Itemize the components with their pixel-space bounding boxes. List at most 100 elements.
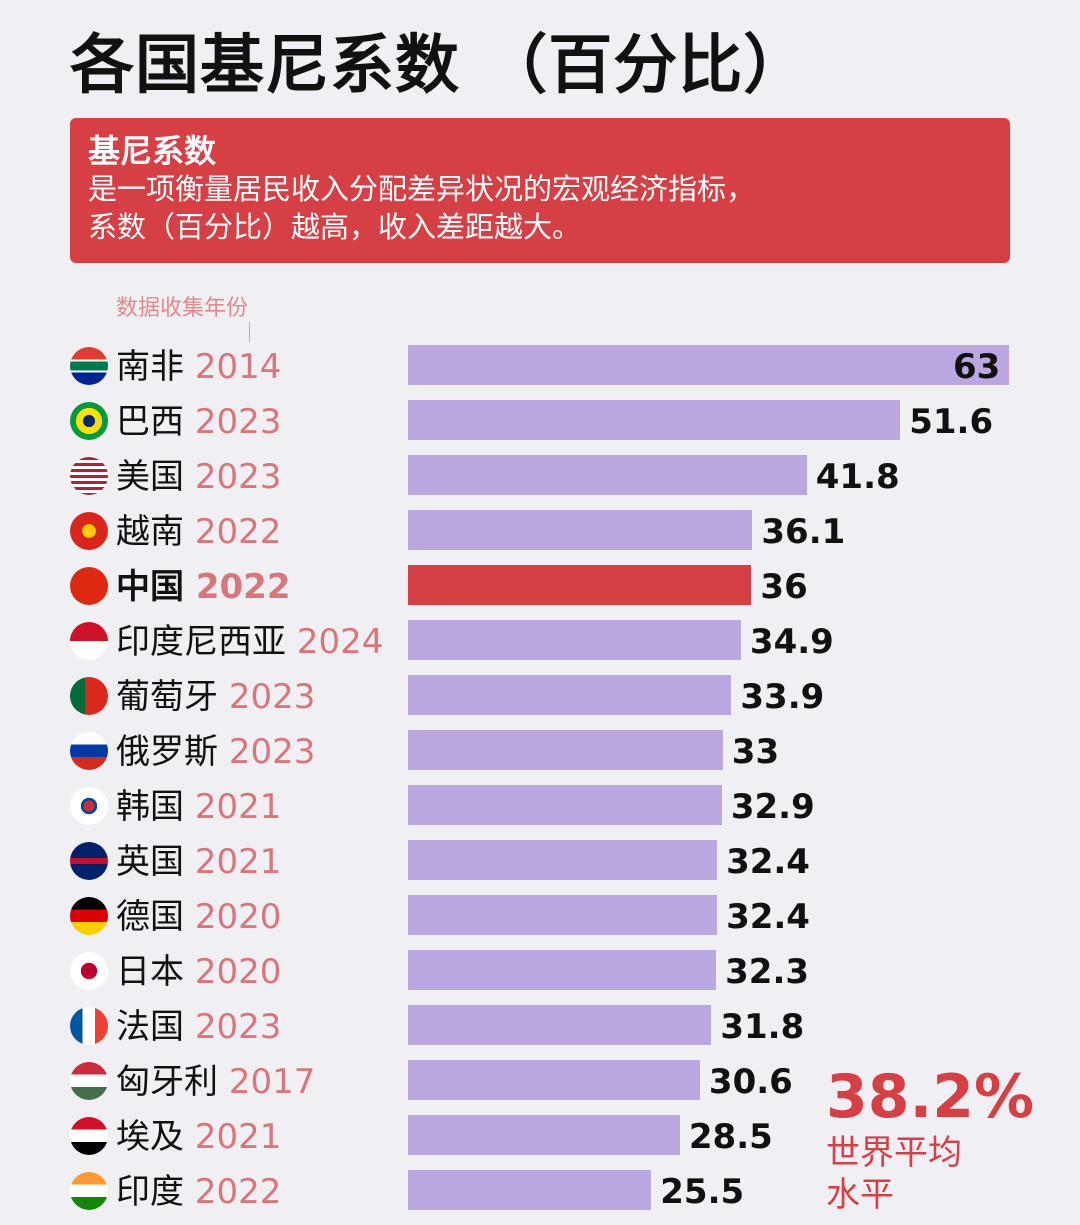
chart-row: 南非 2014 63	[0, 345, 1080, 400]
chart-row: 埃及 2021 28.5	[0, 1115, 1080, 1170]
chart-row: 匈牙利 2017 30.6	[0, 1060, 1080, 1115]
page-title: 各国基尼系数 （百分比）	[70, 29, 809, 103]
bar	[408, 675, 732, 715]
bar	[408, 1170, 652, 1210]
country-name: 匈牙利	[116, 1062, 229, 1102]
data-year: 2024	[296, 622, 384, 662]
vn-flag-icon	[70, 512, 108, 550]
country-label: 匈牙利 2017	[116, 1060, 315, 1104]
de-flag-icon	[70, 897, 108, 935]
average-value: 38.2%	[826, 1062, 1035, 1132]
data-year: 2023	[194, 457, 282, 497]
value-label: 63	[953, 347, 1001, 387]
info-line-2: 系数（百分比）越高，收入差距越大。	[88, 210, 582, 244]
us-flag-icon	[70, 457, 108, 495]
chart-row: 俄罗斯 2023 33	[0, 730, 1080, 785]
bar	[408, 730, 723, 770]
country-name: 德国	[116, 897, 195, 937]
value-label: 25.5	[660, 1172, 745, 1212]
chart-row: 日本 2020 32.3	[0, 950, 1080, 1005]
bar	[408, 510, 753, 550]
value-label: 33	[731, 732, 780, 772]
country-name: 美国	[116, 457, 195, 497]
country-label: 韩国 2021	[116, 785, 281, 829]
value-label: 32.9	[730, 787, 815, 827]
info-line-1: 是一项衡量居民收入分配差异状况的宏观经济指标，	[88, 172, 756, 206]
country-name: 法国	[116, 1007, 195, 1047]
data-year: 2023	[228, 677, 316, 717]
eg-flag-icon	[70, 1117, 108, 1155]
za-flag-icon	[70, 347, 108, 385]
bar	[408, 785, 722, 825]
data-year: 2022	[195, 567, 291, 607]
chart-row: 印度 2022 25.5	[0, 1170, 1080, 1225]
bar	[408, 1005, 712, 1045]
data-year: 2023	[194, 1007, 282, 1047]
value-label: 30.6	[708, 1062, 793, 1102]
chart-row: 法国 2023 31.8	[0, 1005, 1080, 1060]
bar	[408, 950, 717, 990]
data-year: 2020	[194, 952, 282, 992]
data-year: 2021	[194, 787, 282, 827]
country-label: 葡萄牙 2023	[116, 675, 315, 719]
country-name: 埃及	[116, 1117, 195, 1157]
value-label: 36.1	[761, 512, 846, 552]
chart-row: 韩国 2021 32.9	[0, 785, 1080, 840]
value-label: 32.4	[726, 842, 810, 882]
bar	[408, 1060, 700, 1100]
chart-row: 葡萄牙 2023 33.9	[0, 675, 1080, 730]
value-label: 28.5	[688, 1117, 773, 1157]
country-name: 葡萄牙	[116, 677, 229, 717]
br-flag-icon	[70, 402, 108, 440]
in-flag-icon	[70, 1172, 108, 1210]
data-year: 2021	[194, 842, 282, 882]
world-average: 38.2% 世界平均 水平	[826, 1062, 1034, 1216]
bar	[408, 1115, 680, 1155]
chart-row: 英国 2021 32.4	[0, 840, 1080, 895]
ru-flag-icon	[70, 732, 108, 770]
country-name: 印度尼西亚	[116, 622, 297, 662]
data-year: 2023	[194, 402, 282, 442]
jp-flag-icon	[70, 952, 108, 990]
bar	[408, 840, 718, 880]
data-year: 2022	[194, 1172, 282, 1212]
fr-flag-icon	[70, 1007, 108, 1045]
bar	[408, 345, 1009, 385]
bar	[408, 400, 901, 440]
country-name: 巴西	[116, 402, 195, 442]
country-name: 印度	[116, 1172, 195, 1212]
country-label: 越南 2022	[116, 510, 281, 554]
country-label: 南非 2014	[116, 345, 281, 389]
country-label: 中国 2022	[116, 565, 290, 609]
country-label: 英国 2021	[116, 840, 281, 884]
chart-row: 印度尼西亚 2024 34.9	[0, 620, 1080, 675]
arrow-down-icon	[249, 322, 250, 342]
data-year: 2022	[194, 512, 282, 552]
id-flag-icon	[70, 622, 108, 660]
value-label: 32.4	[726, 897, 810, 937]
country-label: 埃及 2021	[116, 1115, 281, 1159]
value-label: 51.6	[909, 402, 994, 442]
kr-flag-icon	[70, 787, 108, 825]
data-year: 2020	[194, 897, 282, 937]
chart-row: 巴西 2023 51.6	[0, 400, 1080, 455]
gb-flag-icon	[70, 842, 108, 880]
chart-row: 越南 2022 36.1	[0, 510, 1080, 565]
bar	[408, 455, 807, 495]
bar	[408, 565, 752, 605]
average-label-1: 世界平均	[826, 1133, 962, 1173]
pt-flag-icon	[70, 677, 108, 715]
year-note: 数据收集年份	[116, 296, 249, 321]
data-year: 2023	[228, 732, 316, 772]
country-label: 法国 2023	[116, 1005, 281, 1049]
cn-flag-icon	[70, 567, 108, 605]
data-year: 2017	[228, 1062, 316, 1102]
country-name: 日本	[116, 952, 195, 992]
country-label: 印度 2022	[116, 1170, 281, 1214]
data-year: 2014	[194, 347, 282, 387]
country-name: 英国	[116, 842, 195, 882]
hu-flag-icon	[70, 1062, 108, 1100]
value-label: 36	[760, 567, 808, 607]
bar	[408, 895, 718, 935]
country-name: 南非	[116, 347, 195, 387]
